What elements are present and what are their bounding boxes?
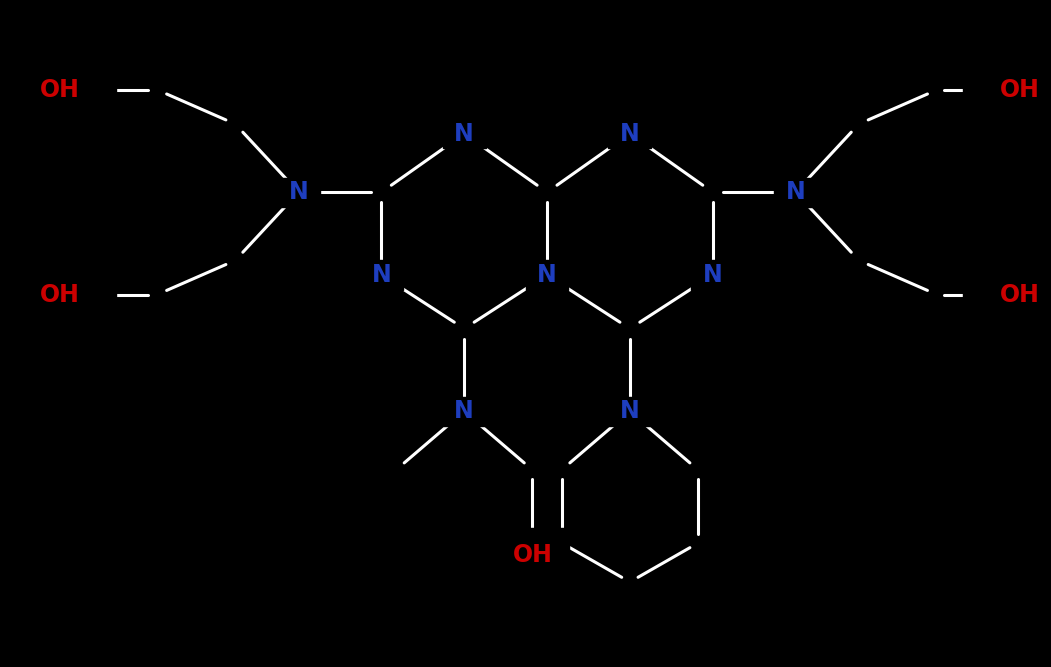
Text: N: N xyxy=(703,263,723,287)
Text: N: N xyxy=(786,180,805,204)
Bar xyxy=(609,119,652,148)
Bar xyxy=(609,397,652,426)
Text: OH: OH xyxy=(513,543,553,567)
Text: N: N xyxy=(620,400,640,424)
Text: OH: OH xyxy=(1001,283,1040,307)
Text: OH: OH xyxy=(40,283,79,307)
Text: N: N xyxy=(371,263,391,287)
Text: N: N xyxy=(289,180,308,204)
Bar xyxy=(963,280,1037,309)
Text: N: N xyxy=(454,400,474,424)
Bar xyxy=(692,260,735,289)
Bar xyxy=(442,397,486,426)
Bar xyxy=(359,260,403,289)
Bar xyxy=(963,75,1037,105)
Text: OH: OH xyxy=(40,78,79,102)
Bar xyxy=(42,75,117,105)
Bar xyxy=(495,528,570,558)
Text: N: N xyxy=(454,122,474,146)
Text: OH: OH xyxy=(1001,78,1040,102)
Bar xyxy=(775,177,817,207)
Bar xyxy=(442,119,486,148)
Bar xyxy=(42,280,117,309)
Bar xyxy=(277,177,320,207)
Text: N: N xyxy=(537,263,557,287)
Bar xyxy=(526,260,569,289)
Text: N: N xyxy=(620,122,640,146)
